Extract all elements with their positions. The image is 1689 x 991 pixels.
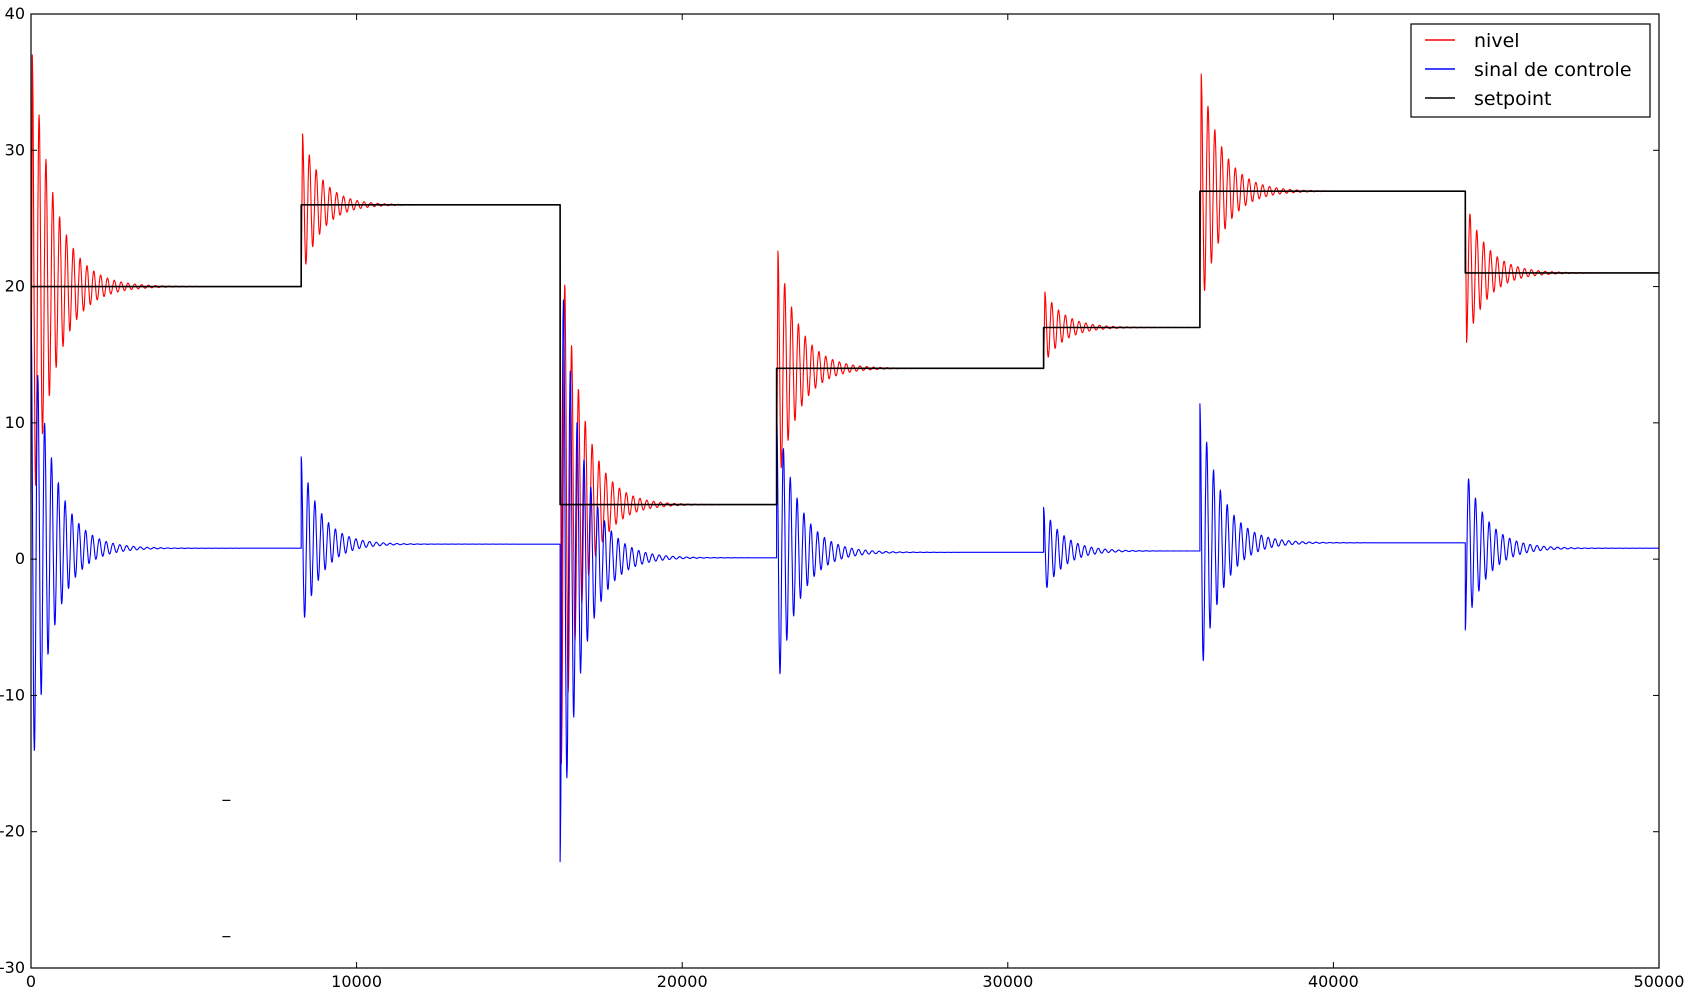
- legend-label-nivel: nivel: [1474, 30, 1520, 52]
- y-tick-label: 0: [15, 549, 25, 568]
- y-tick-label: -10: [0, 685, 25, 704]
- y-tick-label: -20: [0, 822, 25, 841]
- plot-frame: [30, 13, 1660, 969]
- y-tick-label: 40: [5, 4, 25, 23]
- y-tick-label: 20: [5, 277, 25, 296]
- x-tick-label: 10000: [331, 972, 382, 991]
- marker-layer: [222, 799, 231, 938]
- x-tick-label: 20000: [657, 972, 708, 991]
- x-tick-label: 30000: [982, 972, 1033, 991]
- y-tick-label: 30: [5, 140, 25, 159]
- x-tick-label: 50000: [1634, 972, 1685, 991]
- series-line-setpoint: [31, 190, 1659, 506]
- series-line-sinal-de-controle: [30, 299, 1660, 863]
- legend-label-setpoint: setpoint: [1474, 88, 1552, 110]
- y-tick-label: 10: [5, 413, 25, 432]
- legend-label-sinal-de-controle: sinal de controle: [1474, 59, 1632, 81]
- y-tick-label: -30: [0, 958, 25, 977]
- tick-layer: 0 10000 20000 30000 40000 50000 -30 -20 -10 0 10 20…: [0, 4, 1684, 991]
- x-tick-label: 40000: [1308, 972, 1359, 991]
- series-layer: [30, 54, 1660, 863]
- x-tick-label: 0: [26, 972, 36, 991]
- legend: nivel sinal de controle setpoint: [1410, 23, 1651, 118]
